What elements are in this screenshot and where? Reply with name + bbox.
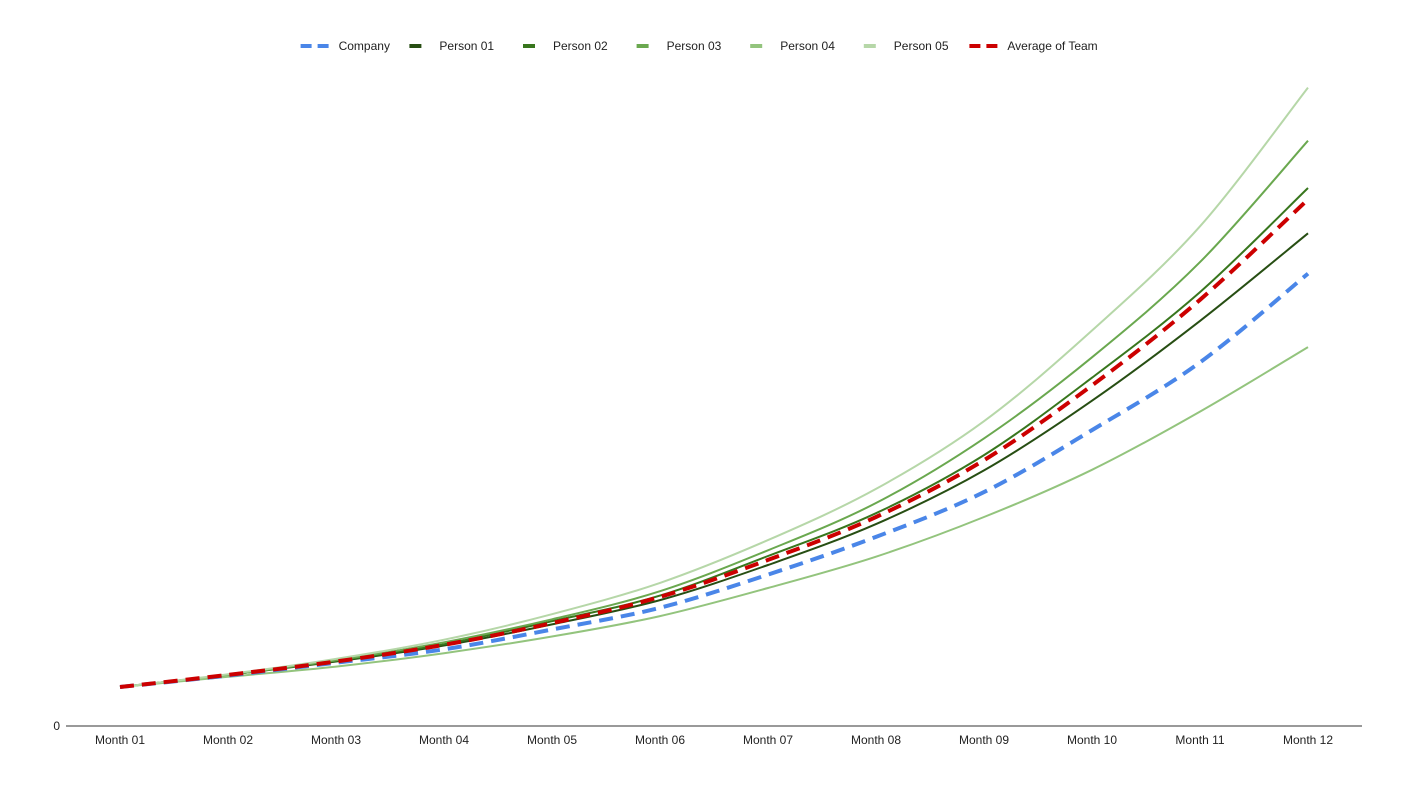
series-line-person-01 (119, 232, 1309, 688)
legend-label-company: Company (339, 39, 390, 53)
series-line-person-05 (119, 86, 1309, 688)
legend-item-person-04: Person 04 (750, 39, 835, 53)
legend-item-company: Company (300, 39, 390, 53)
x-tick-label-2: Month 02 (203, 733, 253, 747)
legend-item-person-05: Person 05 (863, 39, 949, 53)
x-axis-ticks: Month 01 Month 02 Month 03 Month 04 Month 05… (95, 733, 1333, 747)
x-tick-label-12: Month 12 (1283, 733, 1333, 747)
y-tick-label-0: 0 (53, 719, 60, 733)
x-tick-label-1: Month 01 (95, 733, 145, 747)
legend-label-person-03: Person 03 (667, 39, 722, 53)
series-line-person-03 (119, 140, 1309, 688)
legend-label-person-04: Person 04 (780, 39, 835, 53)
legend-item-person-03: Person 03 (636, 39, 722, 53)
series-line-person-02 (119, 187, 1309, 688)
series-line-average-of-team (119, 198, 1310, 689)
legend-label-person-05: Person 05 (894, 39, 949, 53)
legend-label-average-of-team: Average of Team (1007, 39, 1097, 53)
x-tick-label-11: Month 11 (1175, 733, 1224, 747)
legend-label-person-01: Person 01 (439, 39, 494, 53)
x-tick-label-6: Month 06 (635, 733, 685, 747)
legend: Company Person 01 Person 02 Person 03 Person… (300, 39, 1098, 53)
x-tick-label-10: Month 10 (1067, 733, 1117, 747)
x-tick-label-9: Month 09 (959, 733, 1009, 747)
series-layer (119, 86, 1310, 689)
series-line-company (119, 272, 1310, 689)
x-tick-label-4: Month 04 (419, 733, 469, 747)
legend-item-person-01: Person 01 (409, 39, 494, 53)
x-tick-label-5: Month 05 (527, 733, 577, 747)
legend-item-average-of-team: Average of Team (969, 39, 1098, 53)
legend-label-person-02: Person 02 (553, 39, 608, 53)
series-line-person-04 (119, 346, 1309, 688)
x-tick-label-3: Month 03 (311, 733, 361, 747)
legend-item-person-02: Person 02 (523, 39, 608, 53)
x-tick-label-8: Month 08 (851, 733, 901, 747)
y-axis-ticks: 0 (53, 719, 60, 733)
x-tick-label-7: Month 07 (743, 733, 793, 747)
